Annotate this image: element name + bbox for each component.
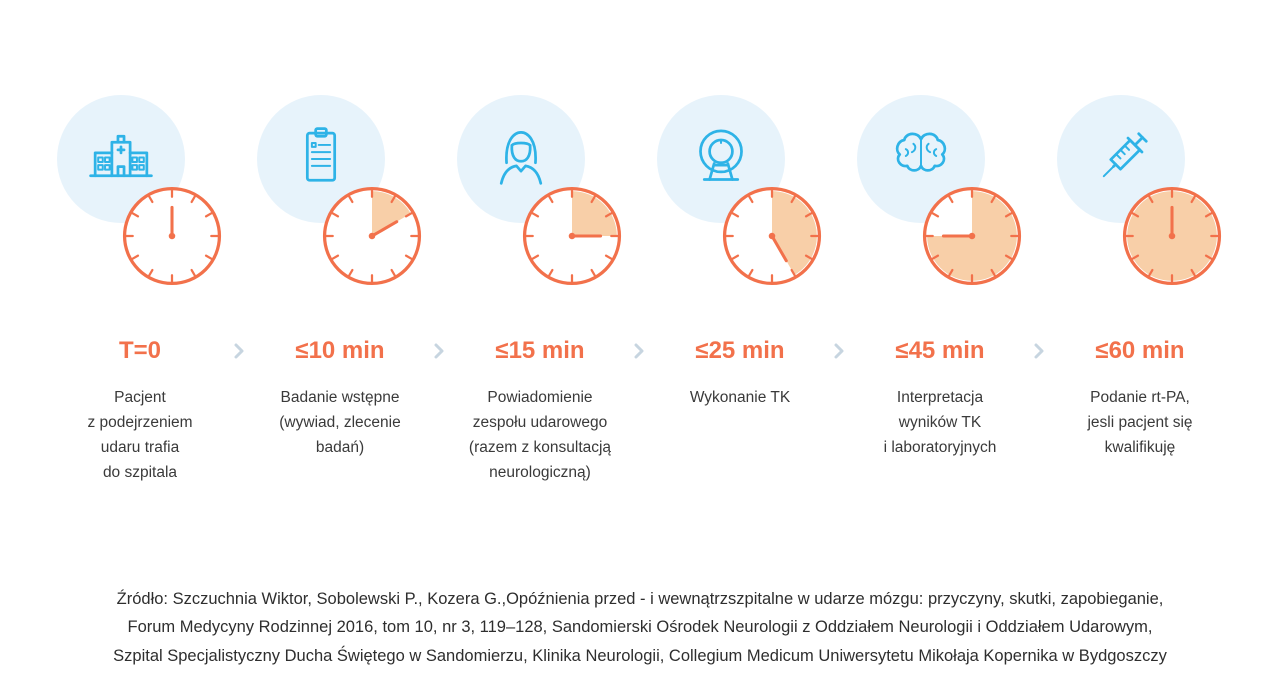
timeline-stage: T=0 Pacjent z podejrzeniem udaru trafia … (40, 95, 240, 485)
timeline-stage: ≤10 min Badanie wstępne (wywiad, zleceni… (240, 95, 440, 485)
stage-visual (457, 95, 623, 287)
chevron-right-icon (234, 343, 244, 359)
clock-icon (522, 186, 622, 286)
timeline-stage: ≤60 min Podanie rt-PA, jesli pacjent się… (1040, 95, 1240, 485)
time-label: ≤25 min (695, 337, 785, 364)
chevron-right-icon (1034, 343, 1044, 359)
time-label: ≤15 min (495, 337, 585, 364)
stage-description: Podanie rt-PA, jesli pacjent się kwalifi… (1087, 389, 1193, 457)
time-label: ≤60 min (1095, 337, 1185, 364)
clock-icon (722, 186, 822, 286)
clock-icon (922, 186, 1022, 286)
stage-description: Interpretacja wyników TK i laboratoryjny… (883, 389, 997, 457)
timeline-stages: T=0 Pacjent z podejrzeniem udaru trafia … (40, 95, 1240, 485)
brain-icon (895, 132, 947, 172)
clock-icon (122, 186, 222, 286)
timeline-stage: ≤25 min Wykonanie TK (640, 95, 840, 485)
stage-description: Pacjent z podejrzeniem udaru trafia do s… (87, 389, 193, 482)
stage-visual (857, 95, 1023, 287)
time-label: ≤45 min (895, 337, 985, 364)
nurse-icon (499, 131, 543, 185)
stage-visual (257, 95, 423, 287)
clipboard-icon (305, 127, 337, 182)
ct-scanner-icon (699, 129, 743, 181)
source-citation: Źródło: Szczuchnia Wiktor, Sobolewski P.… (113, 590, 1167, 665)
timeline-stage: ≤15 min Powiadomienie zespołu udarowego … (440, 95, 640, 485)
stage-description: Badanie wstępne (wywiad, zlecenie badań) (279, 389, 401, 457)
time-label: ≤10 min (295, 337, 385, 364)
hospital-icon (89, 134, 153, 178)
chevron-right-icon (634, 343, 644, 359)
icon-background-circle (457, 95, 585, 223)
stage-description: Powiadomienie zespołu udarowego (razem z… (468, 389, 612, 482)
icon-background-circle (57, 95, 185, 223)
stage-visual (1057, 95, 1223, 287)
syringe-icon (1102, 132, 1148, 178)
time-label: T=0 (118, 337, 162, 364)
clock-icon (1122, 186, 1222, 286)
chevron-right-icon (834, 343, 844, 359)
icon-background-circle (257, 95, 385, 223)
clock-icon (322, 186, 422, 286)
timeline-stage: ≤45 min Interpretacja wyników TK i labor… (840, 95, 1040, 485)
stage-visual (57, 95, 223, 287)
stage-description: Wykonanie TK (689, 389, 791, 406)
chevron-right-icon (434, 343, 444, 359)
stage-visual (657, 95, 823, 287)
